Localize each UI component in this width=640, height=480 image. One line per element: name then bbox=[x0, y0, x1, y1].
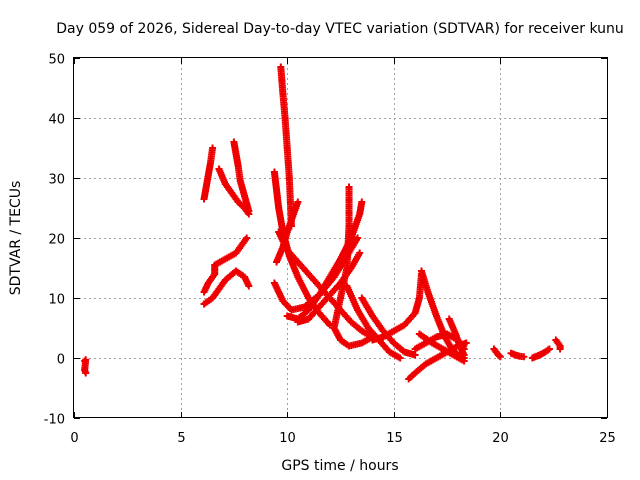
data-point bbox=[245, 282, 253, 290]
series-arc-24 bbox=[507, 349, 528, 361]
x-tick-label: 15 bbox=[386, 431, 403, 446]
series-arc-03 bbox=[200, 234, 251, 296]
y-tick-label: 0 bbox=[57, 353, 65, 368]
series-arc-01 bbox=[81, 356, 90, 377]
series-arc-23 bbox=[490, 345, 504, 361]
grid-lines bbox=[74, 58, 607, 418]
data-point bbox=[460, 357, 468, 365]
data-point bbox=[411, 351, 419, 359]
series-arc-02 bbox=[200, 144, 217, 203]
series-arc-06 bbox=[200, 267, 253, 308]
chart-title: Day 059 of 2026, Sidereal Day-to-day VTE… bbox=[56, 21, 624, 37]
y-tick-label: 10 bbox=[48, 293, 65, 308]
series-arc-17 bbox=[368, 270, 426, 344]
data-point bbox=[243, 234, 251, 242]
data-point bbox=[358, 198, 366, 206]
x-tick-label: 10 bbox=[279, 431, 296, 446]
series-arc-25 bbox=[528, 345, 553, 362]
series-arc-15 bbox=[358, 294, 419, 359]
series-arc-14 bbox=[330, 183, 376, 350]
data-point bbox=[294, 198, 302, 206]
series-arc-22 bbox=[445, 315, 468, 359]
series-arc-07 bbox=[277, 63, 295, 230]
data-point bbox=[245, 207, 253, 215]
series-arc-05 bbox=[230, 138, 253, 215]
y-tick-label: 50 bbox=[48, 53, 65, 68]
y-tick-label: -10 bbox=[44, 413, 65, 428]
data-points bbox=[81, 63, 564, 383]
data-point bbox=[354, 234, 362, 242]
series-arc-21 bbox=[415, 330, 468, 365]
data-point bbox=[209, 144, 217, 152]
y-tick-label: 20 bbox=[48, 233, 65, 248]
x-tick-label: 25 bbox=[599, 431, 616, 446]
plot-frame bbox=[73, 57, 608, 418]
y-tick-label: 40 bbox=[48, 113, 65, 128]
data-point bbox=[556, 345, 564, 353]
series-arc-08 bbox=[270, 168, 334, 329]
data-point bbox=[356, 249, 364, 257]
y-tick-label: 30 bbox=[48, 173, 65, 188]
data-point bbox=[496, 353, 504, 361]
y-axis-label: SDTVAR / TECUs bbox=[8, 181, 24, 296]
series-arc-26 bbox=[552, 336, 564, 353]
x-axis-label: GPS time / hours bbox=[281, 458, 398, 474]
data-point bbox=[460, 351, 468, 359]
x-tick-label: 20 bbox=[492, 431, 509, 446]
data-point bbox=[82, 369, 90, 377]
data-point bbox=[462, 339, 470, 347]
x-tick-label: 5 bbox=[177, 431, 185, 446]
x-tick-label: 0 bbox=[70, 431, 78, 446]
axis-ticks: 0 5 10 15 20 25 -10 0 10 20 30 40 50 bbox=[44, 53, 616, 447]
data-point bbox=[520, 353, 528, 361]
data-point bbox=[396, 354, 404, 362]
data-point bbox=[545, 345, 553, 353]
